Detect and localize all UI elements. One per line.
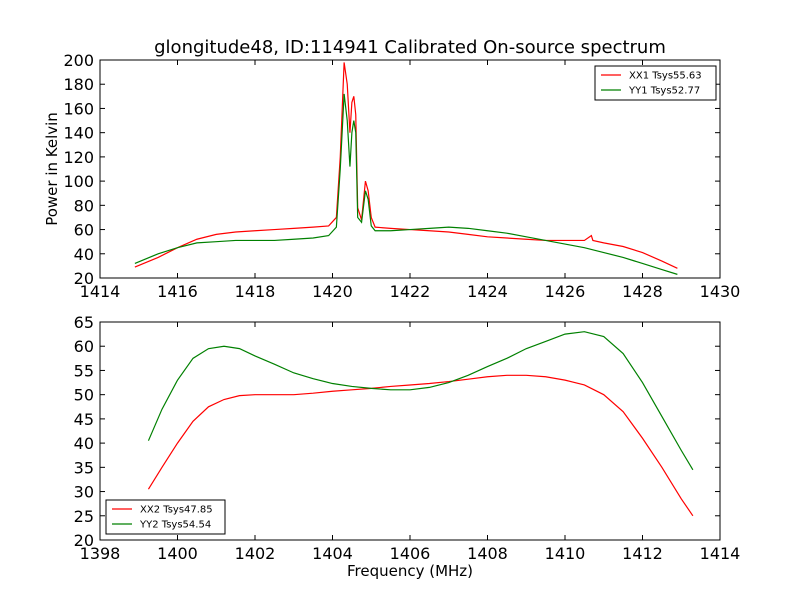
legend-label-1-2: YY1 Tsys52.77	[628, 86, 700, 97]
chart-title: glongitude48, ID:114941 Calibrated On-so…	[154, 37, 666, 58]
x-tick-label-2-3: 1404	[312, 544, 353, 563]
series-line-2-2	[147, 331, 694, 471]
y-tick-label-2-1: 25	[74, 507, 94, 526]
y-tick-label-1-1: 40	[74, 245, 94, 264]
x-tick-label-1-1: 1416	[157, 282, 198, 301]
legend-box-1	[594, 65, 717, 101]
y-tick-label-2-5: 45	[74, 410, 94, 429]
x-tick-label-1-7: 1428	[622, 282, 663, 301]
x-tick-label-1-5: 1424	[467, 282, 508, 301]
y-tick-label-1-5: 120	[63, 148, 94, 167]
y-tick-label-2-9: 65	[74, 313, 94, 332]
y-tick-label-1-9: 200	[63, 51, 94, 70]
x-tick-label-1-8: 1430	[700, 282, 741, 301]
y-tick-label-2-0: 20	[74, 531, 94, 550]
x-tick-label-2-7: 1412	[622, 544, 663, 563]
series-line-1-2	[134, 93, 678, 275]
x-tick-label-1-2: 1418	[235, 282, 276, 301]
y-tick-label-2-7: 55	[74, 361, 94, 380]
y-tick-label-2-3: 35	[74, 458, 94, 477]
x-tick-label-2-0: 1398	[80, 544, 121, 563]
y-tick-label-2-2: 30	[74, 483, 94, 502]
legend-label-2-1: XX2 Tsys47.85	[140, 505, 213, 516]
x-tick-label-2-5: 1408	[467, 544, 508, 563]
y-tick-label-1-3: 80	[74, 196, 94, 215]
legend-box-2	[105, 499, 226, 535]
x-tick-label-2-4: 1406	[390, 544, 431, 563]
y-tick-label-2-6: 50	[74, 386, 94, 405]
y-tick-label-1-0: 20	[74, 269, 94, 288]
subplot-1: 1414 1416 1418 1420 1422 1424 1426 1428 1430 20 40…	[43, 51, 740, 301]
y-tick-label-1-6: 140	[63, 124, 94, 143]
series-line-1-1	[134, 62, 678, 269]
x-tick-label-2-8: 1414	[700, 544, 741, 563]
x-tick-label-1-4: 1422	[390, 282, 431, 301]
x-tick-label-2-1: 1400	[157, 544, 198, 563]
y-tick-label-1-4: 100	[63, 172, 94, 191]
y-axis-label-1: Power in Kelvin	[43, 112, 61, 226]
legend-1: XX1 Tsys55.63 YY1 Tsys52.77	[594, 65, 717, 101]
x-tick-label-1-3: 1420	[312, 282, 353, 301]
y-tick-label-1-8: 180	[63, 75, 94, 94]
x-tick-label-1-0: 1414	[80, 282, 121, 301]
series-line-2-1	[147, 374, 694, 517]
x-axis-label-2: Frequency (MHz)	[347, 562, 473, 580]
subplot-2: 1398 1400 1402 1404 1406 1408 1410 1412 1414 20 25…	[74, 313, 741, 580]
x-tick-label-2-6: 1410	[545, 544, 586, 563]
x-tick-label-2-2: 1402	[235, 544, 276, 563]
legend-label-2-2: YY2 Tsys54.54	[139, 520, 211, 531]
legend-label-1-1: XX1 Tsys55.63	[629, 71, 702, 82]
y-tick-label-1-2: 60	[74, 221, 94, 240]
y-tick-label-2-8: 60	[74, 337, 94, 356]
y-tick-label-1-7: 160	[63, 99, 94, 118]
x-tick-label-1-6: 1426	[545, 282, 586, 301]
y-tick-label-2-4: 40	[74, 434, 94, 453]
legend-2: XX2 Tsys47.85 YY2 Tsys54.54	[105, 499, 226, 535]
